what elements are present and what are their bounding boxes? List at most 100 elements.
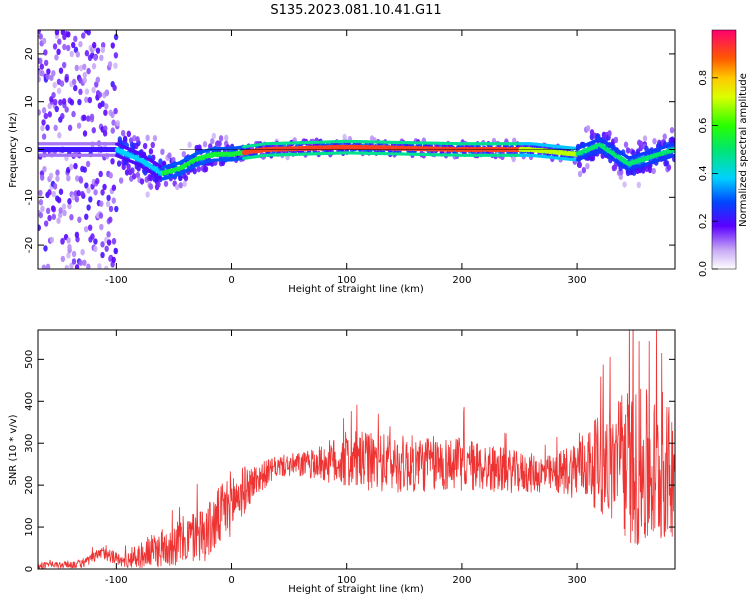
spectrogram-y-label: Frequency (Hz) (8, 112, 19, 188)
spectrogram-cell (58, 67, 64, 74)
spectrogram-cell (43, 220, 49, 227)
spectrogram-cell (74, 175, 80, 182)
spectrogram-cell (145, 191, 150, 198)
spectrogram-cell (84, 182, 89, 189)
spectrogram-cell (73, 162, 78, 170)
spectrogram-cell (52, 43, 58, 50)
spectrogram-cell (71, 110, 76, 118)
spectrogram-cell (43, 245, 48, 252)
spectrogram-cell (113, 52, 119, 59)
spectrogram-cell (43, 59, 49, 67)
spectrogram-cell (74, 231, 80, 239)
spectrogram-cell (135, 171, 141, 179)
spectrogram-cell (108, 205, 114, 213)
spectrogram-cell (126, 130, 132, 138)
spectrogram-cell (53, 98, 58, 106)
spectrogram-cell (100, 251, 105, 259)
spectrogram-cell (67, 243, 72, 251)
spectrogram-cell (62, 43, 67, 51)
spectrogram-cell (99, 223, 104, 231)
spectrogram-cell (75, 51, 81, 58)
spectrogram-cell (47, 111, 53, 118)
spectrogram-cell (112, 84, 117, 92)
snr-y-tick-label: 300 (24, 434, 35, 453)
snr-marks (38, 330, 675, 569)
spectrogram-cell (53, 124, 58, 132)
spectrogram-cell (581, 166, 587, 174)
spectrogram-x-tick-label: 300 (568, 275, 587, 286)
spectrogram-cell (82, 259, 87, 266)
spectrogram-cell (638, 140, 644, 148)
spectrogram-cell (78, 40, 83, 48)
spectrogram-cell (66, 174, 71, 182)
spectrogram-cell (115, 120, 120, 127)
spectrogram-cell (82, 166, 87, 173)
spectrogram-cell (104, 265, 109, 269)
spectrogram-cell (100, 46, 106, 54)
spectrogram-cell (145, 134, 150, 142)
spectrogram-cell (91, 63, 97, 70)
spectrogram-cell (130, 167, 135, 174)
spectrogram-cell (77, 98, 82, 106)
spectrogram-cell (84, 50, 90, 57)
spectrogram-y-tick-label: 0 (24, 146, 35, 152)
spectrogram-cell (590, 154, 596, 162)
colorbar-tick-label: 0.4 (698, 165, 709, 181)
spectrogram-cell (60, 112, 65, 120)
spectrogram-cell (38, 189, 43, 197)
spectrogram-cell (47, 214, 52, 222)
spectrogram-y-ticks: -20 -10 0 10 20 (24, 48, 675, 253)
colorbar-gradient (712, 30, 736, 269)
spectrogram-cell (98, 170, 103, 178)
spectrogram-cell (106, 239, 112, 246)
spectrogram-cell (76, 189, 81, 197)
spectrogram-cell (38, 76, 41, 83)
colorbar-frame (711, 29, 737, 270)
spectrogram-cell (60, 255, 66, 263)
spectrogram-cell (45, 207, 51, 215)
snr-x-tick-label: 0 (228, 575, 234, 586)
spectrogram-cell (113, 62, 118, 69)
spectrogram-cell (111, 119, 116, 126)
spectrogram-cell (183, 174, 189, 182)
spectrogram-cell (103, 125, 108, 132)
spectrogram-cell (211, 132, 217, 140)
spectrogram-cell (61, 61, 67, 69)
colorbar: 0.0 0.2 0.4 0.6 0.8 Normalized spectral ampl… (698, 29, 749, 277)
spectrogram-cell (108, 255, 113, 262)
spectrogram-cell (100, 189, 105, 196)
spectrogram-cell (60, 237, 65, 245)
spectrogram-cell (38, 30, 41, 35)
spectrogram-cell (666, 164, 672, 171)
spectrogram-cell (42, 165, 47, 173)
spectrogram-cell (85, 160, 91, 168)
spectrogram-cell (196, 165, 201, 173)
spectrogram-cell (38, 57, 43, 65)
spectrogram-cell (105, 200, 111, 208)
spectrogram-cell (672, 155, 675, 163)
spectrogram-cell (69, 50, 74, 58)
spectrogram-cell (95, 47, 101, 54)
spectrogram-x-tick-label: -100 (105, 275, 128, 286)
snr-y-label: SNR (10 * v/v) (8, 414, 19, 485)
spectrogram-cell (87, 96, 93, 104)
spectrogram-cell (102, 130, 108, 137)
spectrogram-cell (78, 177, 84, 184)
colorbar-tick-label: 0.6 (698, 118, 709, 134)
spectrogram-cell (71, 41, 76, 49)
spectrogram-cell (71, 258, 77, 265)
spectrogram-cell (64, 264, 69, 269)
spectrogram-cell (58, 99, 63, 106)
spectrogram-cell (623, 141, 629, 148)
spectrogram-cell (57, 132, 62, 139)
spectrogram-cell (39, 174, 45, 181)
spectrogram-cell (58, 207, 63, 214)
spectrogram-cell (622, 181, 627, 188)
spectrogram-cell (45, 124, 50, 131)
spectrogram-cell (41, 264, 47, 269)
spectrogram-cell (66, 252, 71, 259)
spectrogram-cell (84, 213, 89, 220)
spectrogram-cell (108, 172, 113, 179)
spectrogram-cell (110, 127, 115, 134)
